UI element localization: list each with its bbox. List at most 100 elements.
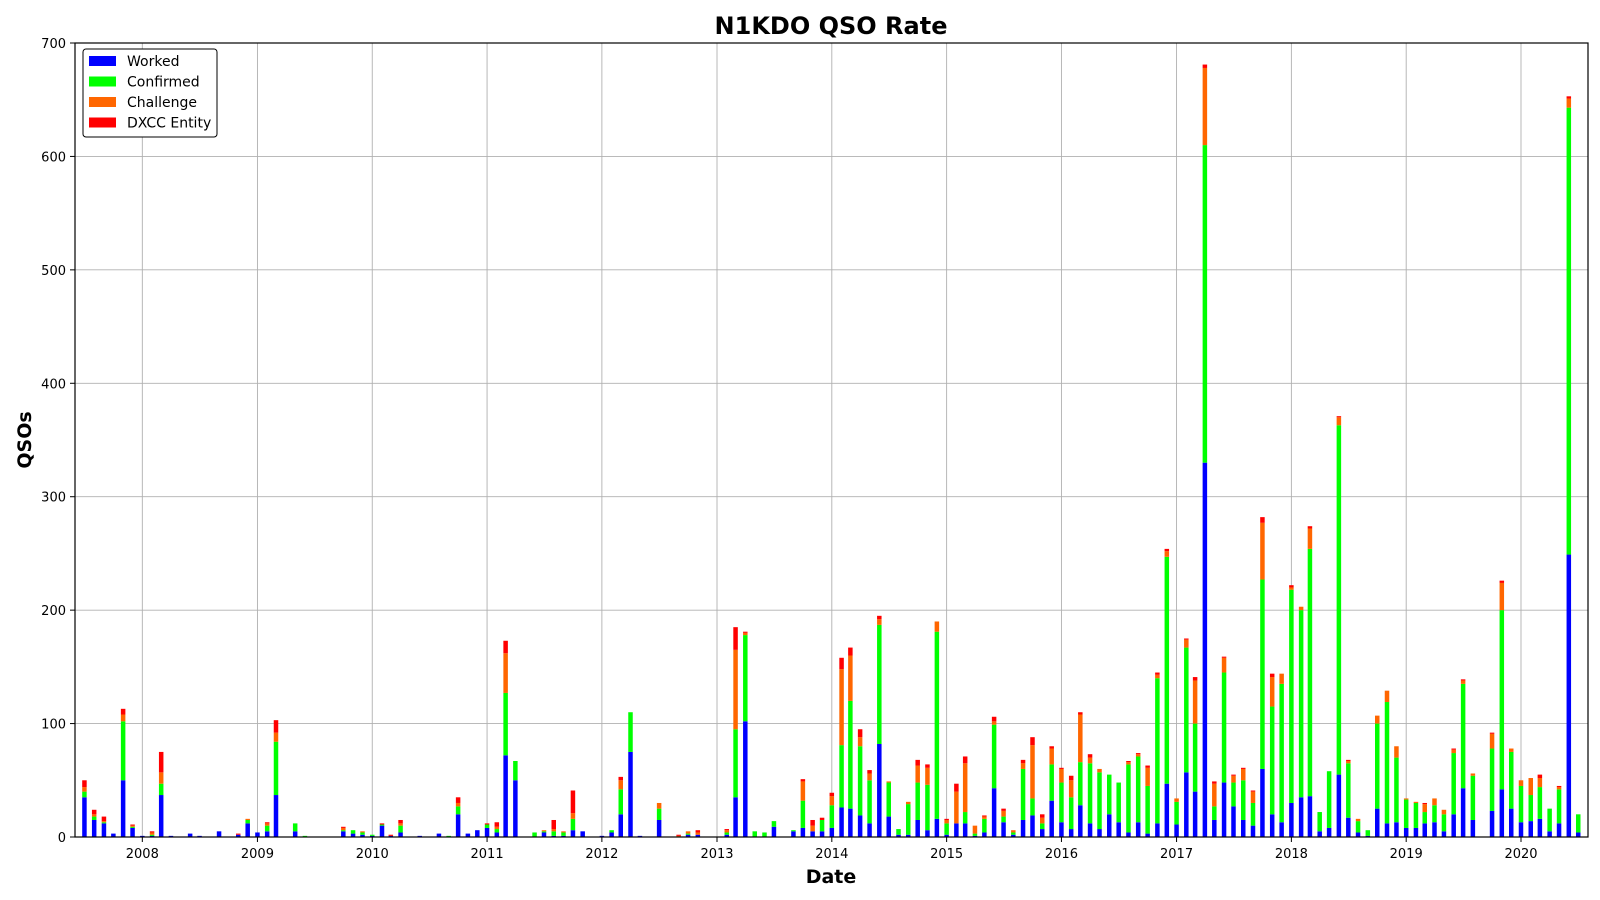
bar-worked bbox=[1556, 823, 1562, 837]
bar-confirmed bbox=[101, 822, 107, 824]
bar-confirmed bbox=[1374, 723, 1380, 809]
bar-challenge bbox=[1537, 778, 1543, 788]
bar-confirmed bbox=[1508, 751, 1514, 809]
bar-worked bbox=[455, 814, 461, 837]
bar-confirmed bbox=[982, 818, 987, 833]
y-tick-label: 300 bbox=[41, 491, 66, 506]
bar-challenge bbox=[1078, 714, 1083, 763]
bar-confirmed bbox=[1470, 775, 1476, 820]
bar-confirmed bbox=[1001, 816, 1006, 823]
bar-confirmed bbox=[829, 805, 835, 828]
bar-challenge bbox=[972, 825, 978, 834]
bar-challenge bbox=[1250, 791, 1256, 803]
x-tick-label: 2013 bbox=[700, 847, 733, 862]
bar-worked bbox=[264, 831, 270, 837]
bar-challenge bbox=[685, 831, 691, 834]
bar-confirmed bbox=[370, 834, 375, 836]
bar-confirmed bbox=[1346, 763, 1351, 818]
bar-worked bbox=[130, 827, 135, 837]
bar-worked bbox=[1279, 822, 1284, 837]
bar-challenge bbox=[839, 669, 844, 746]
bar-worked bbox=[513, 780, 518, 837]
legend-label-worked: Worked bbox=[127, 54, 179, 70]
bar-challenge bbox=[1155, 674, 1160, 679]
bar-dxcc-entity bbox=[1184, 638, 1189, 640]
bar-confirmed bbox=[1326, 771, 1332, 828]
bar-dxcc-entity bbox=[1451, 748, 1456, 750]
bar-worked bbox=[120, 780, 126, 837]
bar-challenge bbox=[561, 831, 566, 833]
x-tick-label: 2019 bbox=[1390, 847, 1423, 862]
bar-worked bbox=[1184, 772, 1189, 837]
x-tick-label: 2009 bbox=[241, 847, 274, 862]
bar-challenge bbox=[1289, 587, 1294, 590]
bar-challenge bbox=[1240, 768, 1246, 781]
bar-dxcc-entity bbox=[1164, 548, 1170, 552]
bar-challenge bbox=[1011, 830, 1016, 833]
bar-confirmed bbox=[724, 832, 730, 835]
bar-worked bbox=[1097, 829, 1102, 837]
bar-worked bbox=[906, 834, 911, 837]
bar-confirmed bbox=[1279, 683, 1284, 823]
bar-challenge bbox=[829, 796, 835, 806]
bar-worked bbox=[925, 830, 930, 837]
bar-worked bbox=[609, 832, 614, 837]
bar-confirmed bbox=[1460, 683, 1466, 789]
bar-worked bbox=[1049, 800, 1054, 837]
bar-confirmed bbox=[503, 692, 508, 756]
bar-challenge bbox=[1307, 528, 1313, 549]
bar-dxcc-entity bbox=[991, 716, 997, 722]
bar-worked bbox=[1374, 808, 1380, 837]
bar-worked bbox=[810, 831, 815, 837]
bar-confirmed bbox=[1240, 780, 1246, 820]
y-tick-label: 100 bbox=[41, 718, 66, 733]
bar-worked bbox=[1432, 822, 1437, 837]
bar-confirmed bbox=[944, 823, 949, 835]
bar-confirmed bbox=[1403, 799, 1409, 828]
bar-confirmed bbox=[1499, 610, 1505, 790]
bar-challenge bbox=[867, 773, 872, 781]
bar-dxcc-entity bbox=[1499, 580, 1505, 583]
bar-worked bbox=[1499, 789, 1505, 837]
bar-challenge bbox=[1260, 522, 1265, 580]
bar-confirmed bbox=[484, 824, 490, 828]
bar-worked bbox=[292, 831, 298, 837]
bar-confirmed bbox=[398, 825, 403, 833]
bar-challenge bbox=[1422, 804, 1427, 813]
bar-worked bbox=[724, 834, 730, 837]
bar-confirmed bbox=[532, 832, 537, 837]
bar-confirmed bbox=[800, 800, 806, 828]
bar-worked bbox=[915, 819, 920, 837]
bar-challenge bbox=[1135, 754, 1141, 757]
bar-dxcc-entity bbox=[1422, 802, 1427, 805]
bar-dxcc-entity bbox=[82, 780, 87, 788]
bar-dxcc-entity bbox=[1566, 96, 1572, 99]
bar-worked bbox=[236, 834, 241, 837]
bar-worked bbox=[954, 823, 959, 837]
bar-confirmed bbox=[1250, 802, 1256, 826]
bar-worked bbox=[1355, 832, 1361, 837]
bar-dxcc-entity bbox=[800, 779, 806, 782]
bar-confirmed bbox=[1413, 802, 1419, 828]
bar-challenge bbox=[1049, 748, 1054, 765]
bar-confirmed bbox=[1231, 782, 1236, 807]
legend-label-confirmed: Confirmed bbox=[127, 75, 200, 91]
bar-confirmed bbox=[896, 829, 901, 835]
x-tick-label: 2018 bbox=[1275, 847, 1308, 862]
bar-dxcc-entity bbox=[1040, 814, 1045, 818]
bar-worked bbox=[944, 834, 949, 837]
bar-worked bbox=[934, 818, 940, 837]
x-tick-label: 2012 bbox=[585, 847, 618, 862]
bar-dxcc-entity bbox=[1260, 517, 1265, 523]
bar-worked bbox=[1107, 814, 1112, 837]
bar-worked bbox=[503, 755, 508, 837]
bar-dxcc-entity bbox=[829, 792, 835, 797]
x-tick-label: 2014 bbox=[815, 847, 848, 862]
bar-confirmed bbox=[618, 789, 623, 815]
bar-dxcc-entity bbox=[455, 797, 461, 803]
bar-dxcc-entity bbox=[944, 818, 949, 820]
bar-worked bbox=[848, 808, 853, 837]
bar-challenge bbox=[1499, 582, 1505, 611]
bar-dxcc-entity bbox=[877, 615, 882, 620]
